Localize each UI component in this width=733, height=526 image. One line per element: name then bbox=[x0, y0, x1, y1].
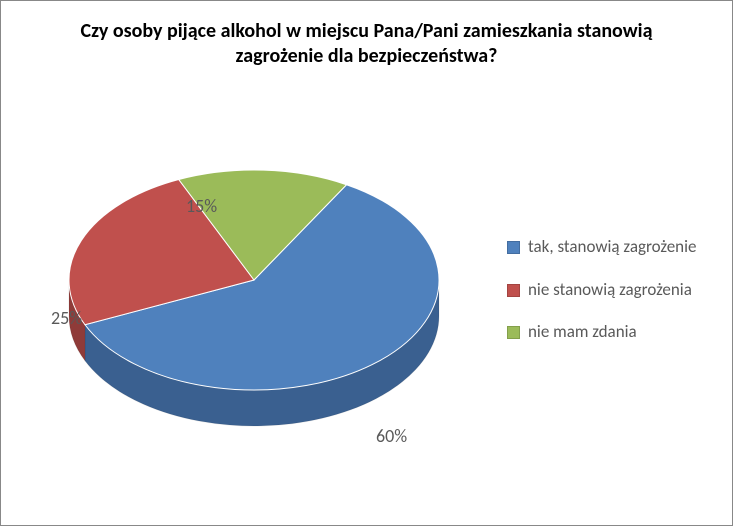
pie-area: 60% 25% 15% bbox=[21, 75, 497, 505]
legend-item-2: nie mam zdania bbox=[507, 322, 702, 342]
legend-item-0: tak, stanowią zagrożenie bbox=[507, 237, 702, 257]
legend-label-0: tak, stanowią zagrożenie bbox=[528, 237, 696, 257]
data-label-2: 15% bbox=[186, 195, 217, 217]
data-label-0: 60% bbox=[376, 425, 407, 447]
legend-label-1: nie stanowią zagrożenia bbox=[528, 280, 692, 300]
chart-title: Czy osoby pijące alkohol w miejscu Pana/… bbox=[1, 1, 732, 75]
pie-chart bbox=[29, 105, 489, 475]
chart-body: 60% 25% 15% tak, stanowią zagrożenie nie… bbox=[1, 75, 732, 525]
legend-swatch-2 bbox=[507, 326, 520, 339]
data-label-1: 25% bbox=[51, 307, 82, 329]
legend-swatch-1 bbox=[507, 284, 520, 297]
legend: tak, stanowią zagrożenie nie stanowią za… bbox=[507, 237, 712, 342]
legend-swatch-0 bbox=[507, 241, 520, 254]
legend-label-2: nie mam zdania bbox=[528, 322, 637, 342]
chart-container: Czy osoby pijące alkohol w miejscu Pana/… bbox=[0, 0, 733, 526]
legend-item-1: nie stanowią zagrożenia bbox=[507, 280, 702, 300]
